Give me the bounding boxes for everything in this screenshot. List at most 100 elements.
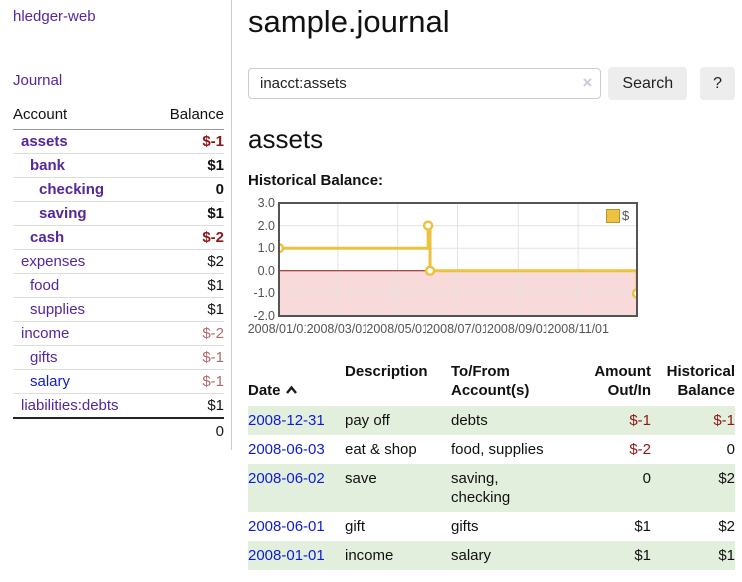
transaction-date-link[interactable]: 2008-01-01 [248,547,325,564]
account-balance: $1 [207,397,224,414]
search-input[interactable] [248,68,602,99]
balance-column-header: Balance [169,106,224,123]
transaction-amount: $1 [634,518,651,535]
account-row: bank $1 [13,154,224,178]
sidebar-account-income[interactable]: income [21,325,70,342]
account-row: checking 0 [13,178,224,202]
x-axis-tick-label: 2008/07/01 [425,322,490,336]
historical-balance-chart: $ 3.0 2.0 1.0 0.0 -1.0 -2.0 2008/01/01 2008/03/… [246,196,742,340]
main-content: sample.journal × Search ? assets Histori… [246,0,735,570]
sidebar-account-liabilities-debts[interactable]: liabilities:debts [21,397,119,414]
sidebar: hledger-web Journal Account Balance asse… [0,0,232,450]
register-row: 2008-06-01 gift gifts $1 $2 [248,512,735,541]
register-body: 2008-12-31 pay off debts $-1 $-1 2008-06-03 ea… [248,406,735,570]
account-row: income $-2 [13,322,224,346]
x-axis-tick-label: 2008/05/01 [365,322,430,336]
sidebar-account-bank[interactable]: bank [30,157,66,174]
transaction-balance: $1 [718,547,735,564]
y-axis-tick-label: 2.0 [257,218,275,233]
account-balance: $-2 [202,325,224,342]
account-row: saving $1 [13,202,224,226]
transaction-description: income [345,547,394,564]
sidebar-account-expenses[interactable]: expenses [21,253,86,270]
transaction-accounts: saving, checking [451,470,511,506]
account-balance: $1 [207,277,224,294]
column-header-balance: Historical Balance [666,363,735,399]
transaction-description: gift [345,518,366,535]
transaction-date-link[interactable]: 2008-06-01 [248,518,325,535]
app-brand-link[interactable]: hledger-web [13,8,96,25]
transaction-date-link[interactable]: 2008-12-31 [248,412,325,429]
sort-ascending-icon [285,381,298,400]
transaction-amount: $1 [634,547,651,564]
sidebar-account-cash[interactable]: cash [30,229,65,246]
sidebar-account-assets[interactable]: assets [21,133,68,150]
transaction-description: eat & shop [345,441,417,458]
y-axis-tick-label: -2.0 [253,309,275,323]
register-header-row: Date Description To/From Account(s) Amou… [248,362,735,406]
column-header-date[interactable]: Date [248,362,345,406]
transaction-balance: $-1 [713,412,735,429]
account-row: food $1 [13,274,224,298]
sidebar-account-salary[interactable]: salary [30,373,71,390]
register-row: 2008-01-01 income salary $1 $1 [248,541,735,570]
account-column-header: Account [13,106,68,123]
transaction-date-link[interactable]: 2008-06-03 [248,441,325,458]
transaction-description: pay off [345,412,390,429]
x-axis-tick-label: 2008/01/01 [246,322,312,336]
account-row: supplies $1 [13,298,224,322]
account-balance: $1 [207,301,224,318]
y-axis-tick-label: 1.0 [257,241,275,256]
transaction-accounts: gifts [451,518,479,535]
y-axis-tick-label: -1.0 [253,286,275,301]
sidebar-item-journal[interactable]: Journal [13,72,63,89]
account-balance: $-1 [202,373,224,390]
clear-search-icon[interactable]: × [582,73,593,92]
transaction-amount: $-1 [629,412,651,429]
sidebar-account-supplies[interactable]: supplies [30,301,86,318]
account-row: assets $-1 [13,130,224,154]
account-row: cash $-2 [13,226,224,250]
transaction-accounts: debts [451,412,488,429]
sidebar-account-gifts[interactable]: gifts [30,349,58,366]
account-balance: $2 [207,253,224,270]
column-header-description: Description [345,363,428,380]
account-balance: $-2 [202,229,224,246]
transaction-description: save [345,470,377,487]
account-tree: assets $-1 bank $1 checking 0 saving $1 cash $-2 e… [13,130,224,417]
date-header-label: Date [248,382,281,399]
account-balance: $1 [207,157,224,174]
account-row: gifts $-1 [13,346,224,370]
account-row: salary $-1 [13,370,224,394]
column-header-accounts: To/From Account(s) [451,363,530,399]
sidebar-account-food[interactable]: food [30,277,60,294]
accounts-table: Account Balance assets $-1 bank $1 checking 0… [13,103,224,440]
transaction-amount: $-2 [629,441,651,458]
register-row: 2008-06-02 save saving, checking 0 $2 [248,464,735,512]
transaction-balance: $2 [718,470,735,487]
transaction-date-link[interactable]: 2008-06-02 [248,470,325,487]
account-row: liabilities:debts $1 [13,394,224,417]
search-form: × Search ? [248,67,735,100]
sidebar-account-checking[interactable]: checking [39,181,105,198]
account-row: expenses $2 [13,250,224,274]
help-button[interactable]: ? [700,67,735,100]
register-row: 2008-12-31 pay off debts $-1 $-1 [248,406,735,435]
transaction-balance: 0 [726,441,735,458]
transaction-accounts: food, supplies [451,441,544,458]
column-header-amount: Amount Out/In [594,363,651,399]
register-table: Date Description To/From Account(s) Amou… [248,362,735,570]
y-axis-tick-label: 0.0 [257,263,275,278]
transaction-amount: 0 [642,470,651,487]
account-balance: $-1 [202,133,224,150]
accounts-total: 0 [13,417,224,440]
transaction-accounts: salary [451,547,492,564]
legend-swatch [606,208,620,223]
chart-svg [273,202,643,317]
chart-title: Historical Balance: [248,172,384,189]
search-button[interactable]: Search [608,67,688,100]
transaction-balance: $2 [718,518,735,535]
sidebar-account-saving[interactable]: saving [39,205,87,222]
legend-label: $ [622,208,630,223]
account-heading: assets [248,124,324,154]
